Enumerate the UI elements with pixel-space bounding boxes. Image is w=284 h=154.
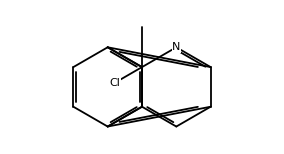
Text: Cl: Cl bbox=[109, 78, 120, 88]
Text: N: N bbox=[172, 42, 181, 52]
